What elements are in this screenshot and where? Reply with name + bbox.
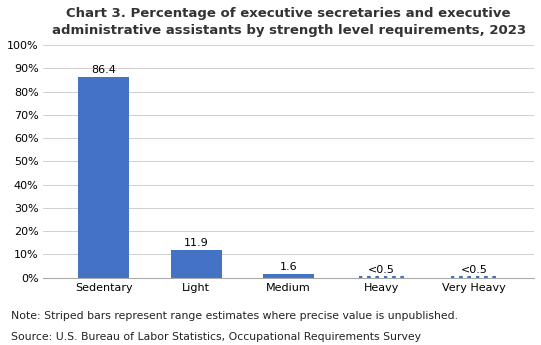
- Text: Note: Striped bars represent range estimates where precise value is unpublished.: Note: Striped bars represent range estim…: [11, 311, 458, 321]
- Bar: [171, 250, 222, 278]
- Bar: [78, 77, 129, 278]
- Bar: [263, 274, 314, 278]
- Text: <0.5: <0.5: [460, 265, 487, 275]
- Text: 11.9: 11.9: [184, 238, 208, 248]
- Text: 1.6: 1.6: [280, 262, 298, 272]
- Title: Chart 3. Percentage of executive secretaries and executive
administrative assist: Chart 3. Percentage of executive secreta…: [52, 7, 526, 37]
- Text: Source: U.S. Bureau of Labor Statistics, Occupational Requirements Survey: Source: U.S. Bureau of Labor Statistics,…: [11, 332, 421, 342]
- Text: 86.4: 86.4: [91, 65, 116, 75]
- Text: <0.5: <0.5: [368, 265, 395, 275]
